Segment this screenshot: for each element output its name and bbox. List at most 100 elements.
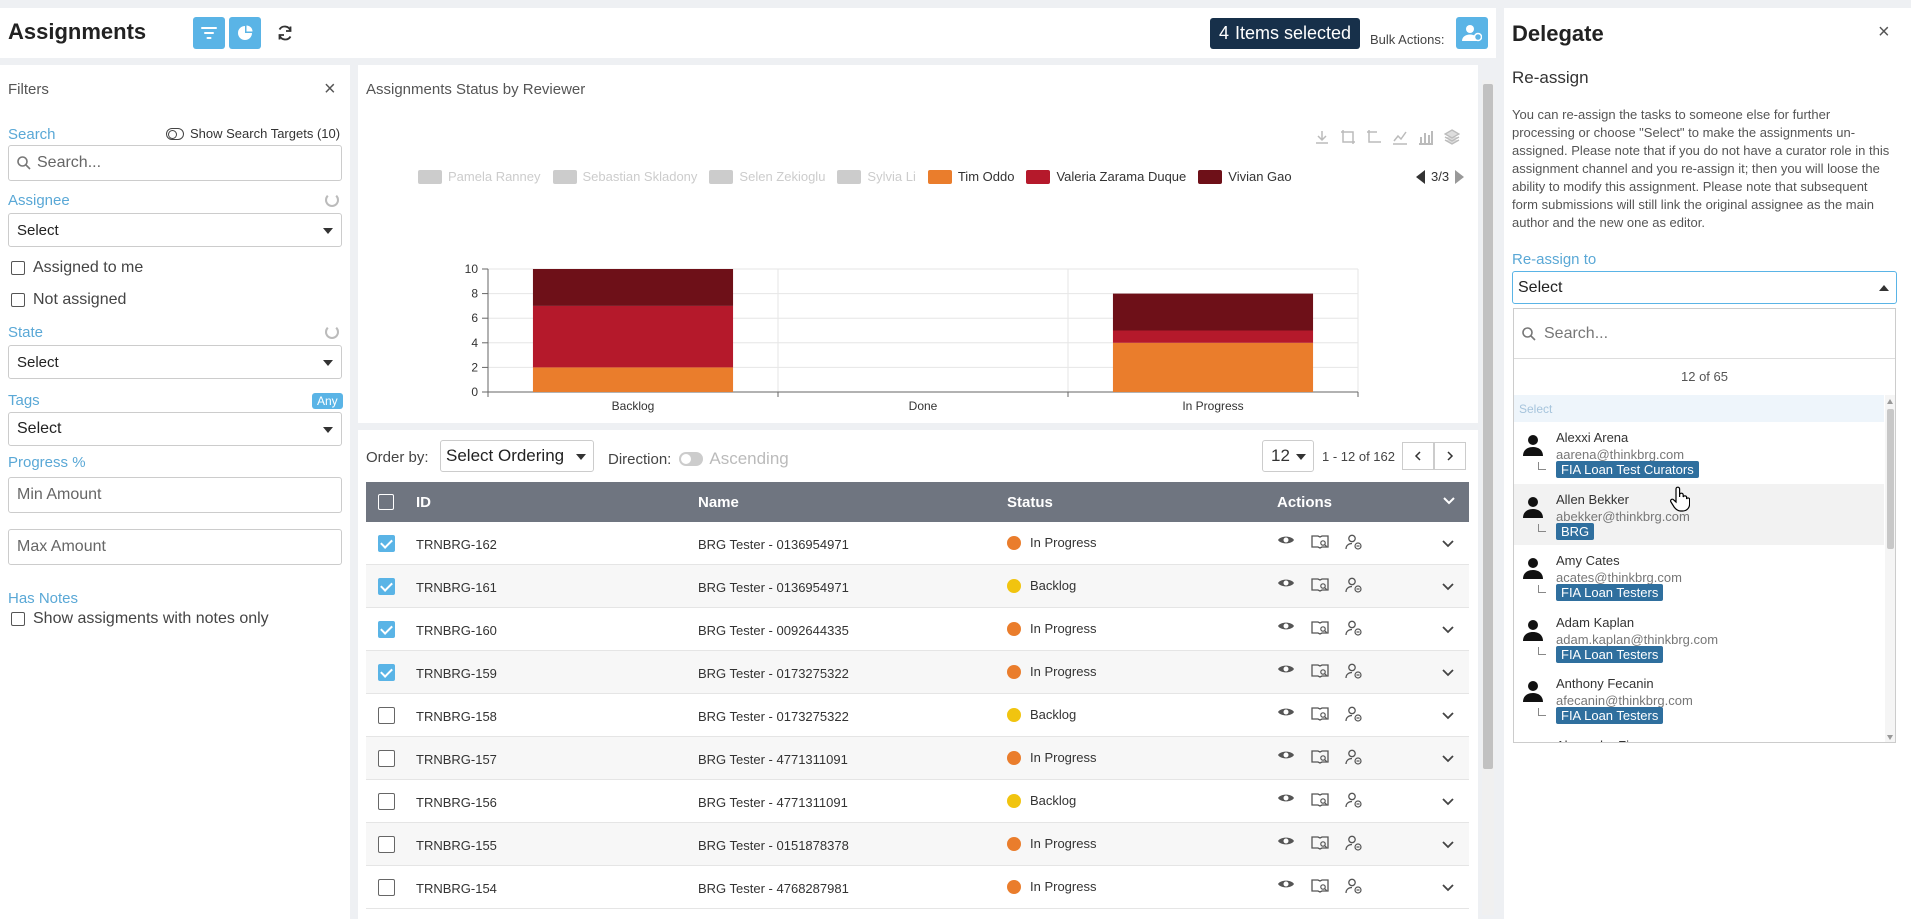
- view-icon[interactable]: [1277, 706, 1295, 718]
- chevron-down-icon[interactable]: [1442, 841, 1454, 849]
- max-amount-input[interactable]: Max Amount: [8, 529, 342, 565]
- per-page-select[interactable]: 12: [1262, 440, 1314, 472]
- view-icon[interactable]: [1277, 534, 1295, 546]
- view-icon[interactable]: [1277, 835, 1295, 847]
- view-icon[interactable]: [1277, 577, 1295, 589]
- chevron-down-icon[interactable]: [1442, 798, 1454, 806]
- legend-item[interactable]: Pamela Ranney: [418, 169, 541, 184]
- table-row[interactable]: TRNBRG-160 BRG Tester - 0092644335 In Prog…: [366, 608, 1469, 651]
- table-row[interactable]: TRNBRG-161 BRG Tester - 0136954971 Backlog: [366, 565, 1469, 608]
- row-checkbox[interactable]: [378, 750, 395, 767]
- bar-segment[interactable]: [532, 305, 734, 368]
- dropdown-option-user[interactable]: Alexxi Arena aarena@thinkbrg.com FIA Loan …: [1514, 422, 1884, 484]
- dropdown-option-user[interactable]: Anthony Fecanin afecanin@thinkbrg.com FIA …: [1514, 668, 1884, 730]
- close-delegate-icon[interactable]: ×: [1878, 21, 1890, 43]
- delegate-user-icon[interactable]: [1345, 878, 1363, 894]
- scroll-down-icon[interactable]: [1887, 735, 1893, 740]
- preview-icon[interactable]: [1311, 620, 1329, 636]
- view-icon[interactable]: [1277, 792, 1295, 804]
- row-expand[interactable]: [1442, 794, 1454, 809]
- show-search-targets-toggle[interactable]: Show Search Targets (10): [166, 126, 340, 141]
- legend-item[interactable]: Sebastian Skladony: [552, 169, 697, 184]
- legend-item[interactable]: Vivian Gao: [1198, 169, 1292, 184]
- reassign-select[interactable]: Select: [1512, 271, 1897, 304]
- dropdown-option-select[interactable]: Select: [1514, 395, 1884, 422]
- not-assigned-checkbox[interactable]: Not assigned: [11, 291, 126, 309]
- delegate-user-icon[interactable]: [1345, 620, 1363, 636]
- preview-icon[interactable]: [1311, 749, 1329, 765]
- zoom-reset-icon[interactable]: [1366, 129, 1382, 145]
- delegate-user-icon[interactable]: [1345, 534, 1363, 550]
- download-icon[interactable]: [1314, 129, 1330, 145]
- chevron-down-icon[interactable]: [1442, 540, 1454, 548]
- assignee-select[interactable]: Select: [8, 213, 342, 247]
- legend-item[interactable]: Tim Oddo: [927, 169, 1014, 184]
- chevron-down-icon[interactable]: [1442, 712, 1454, 720]
- row-checkbox[interactable]: [378, 707, 395, 724]
- dropdown-option-user[interactable]: Allen Bekker abekker@thinkbrg.com BRG: [1514, 483, 1884, 545]
- table-row[interactable]: TRNBRG-155 BRG Tester - 0151878378 In Prog…: [366, 823, 1469, 866]
- stack-icon[interactable]: [1444, 129, 1460, 145]
- filter-toggle-button[interactable]: [193, 17, 225, 49]
- bar-segment[interactable]: [532, 367, 734, 392]
- column-status[interactable]: Status: [1007, 494, 1053, 511]
- chevron-down-icon[interactable]: [1442, 884, 1454, 892]
- preview-icon[interactable]: [1311, 792, 1329, 808]
- main-scrollbar[interactable]: [1482, 80, 1494, 915]
- row-expand[interactable]: [1442, 622, 1454, 637]
- chevron-down-icon[interactable]: [1442, 626, 1454, 634]
- row-checkbox[interactable]: [378, 621, 395, 638]
- view-icon[interactable]: [1277, 878, 1295, 890]
- filter-search-input[interactable]: Search...: [8, 145, 342, 181]
- notes-only-checkbox[interactable]: Show assigments with notes only: [11, 610, 269, 628]
- chevron-down-icon[interactable]: [1442, 583, 1454, 591]
- close-filters-icon[interactable]: ×: [324, 78, 336, 100]
- delegate-user-icon[interactable]: [1345, 792, 1363, 808]
- table-row[interactable]: TRNBRG-157 BRG Tester - 4771311091 In Prog…: [366, 737, 1469, 780]
- delegate-user-icon[interactable]: [1345, 835, 1363, 851]
- direction-toggle[interactable]: [679, 452, 704, 466]
- bar-segment[interactable]: [1112, 330, 1314, 343]
- delegate-user-icon[interactable]: [1345, 663, 1363, 679]
- dropdown-search-input[interactable]: Search...: [1514, 309, 1895, 359]
- min-amount-input[interactable]: Min Amount: [8, 477, 342, 513]
- legend-item[interactable]: Valeria Zarama Duque: [1026, 169, 1186, 184]
- line-chart-icon[interactable]: [1392, 129, 1408, 145]
- bar-segment[interactable]: [532, 269, 734, 306]
- table-row[interactable]: TRNBRG-159 BRG Tester - 0173275322 In Prog…: [366, 651, 1469, 694]
- column-name[interactable]: Name: [698, 494, 739, 511]
- view-icon[interactable]: [1277, 749, 1295, 761]
- legend-item[interactable]: Sylvia Li: [837, 169, 916, 184]
- row-checkbox[interactable]: [378, 578, 395, 595]
- row-expand[interactable]: [1442, 665, 1454, 680]
- dropdown-option-user[interactable]: Amy Cates acates@thinkbrg.com FIA Loan Tes…: [1514, 545, 1884, 607]
- legend-item[interactable]: Selen Zekioglu: [709, 169, 825, 184]
- select-all-checkbox[interactable]: [378, 494, 394, 510]
- refresh-button[interactable]: [269, 17, 301, 49]
- row-expand[interactable]: [1442, 536, 1454, 551]
- row-checkbox[interactable]: [378, 836, 395, 853]
- tags-select[interactable]: Select: [8, 412, 342, 446]
- row-expand[interactable]: [1442, 708, 1454, 723]
- row-checkbox[interactable]: [378, 879, 395, 896]
- row-expand[interactable]: [1442, 880, 1454, 895]
- delegate-user-icon[interactable]: [1345, 706, 1363, 722]
- scroll-up-icon[interactable]: [1887, 399, 1893, 404]
- row-checkbox[interactable]: [378, 535, 395, 552]
- legend-prev-icon[interactable]: [1416, 169, 1425, 184]
- view-icon[interactable]: [1277, 663, 1295, 675]
- delegate-user-icon[interactable]: [1345, 577, 1363, 593]
- legend-next-icon[interactable]: [1455, 169, 1465, 184]
- view-icon[interactable]: [1277, 620, 1295, 632]
- delegate-user-icon[interactable]: [1345, 749, 1363, 765]
- ordering-select[interactable]: Select Ordering: [440, 440, 594, 472]
- prev-page-button[interactable]: [1402, 442, 1434, 470]
- preview-icon[interactable]: [1311, 835, 1329, 851]
- table-row[interactable]: TRNBRG-158 BRG Tester - 0173275322 Backlog: [366, 694, 1469, 737]
- dropdown-option-user[interactable]: Adam Kaplan adam.kaplan@thinkbrg.com FIA L…: [1514, 607, 1884, 669]
- dropdown-scrollbar-thumb[interactable]: [1887, 409, 1894, 549]
- next-page-button[interactable]: [1434, 442, 1466, 470]
- preview-icon[interactable]: [1311, 534, 1329, 550]
- dropdown-scrollbar[interactable]: [1885, 395, 1895, 742]
- bulk-delegate-button[interactable]: [1456, 17, 1488, 49]
